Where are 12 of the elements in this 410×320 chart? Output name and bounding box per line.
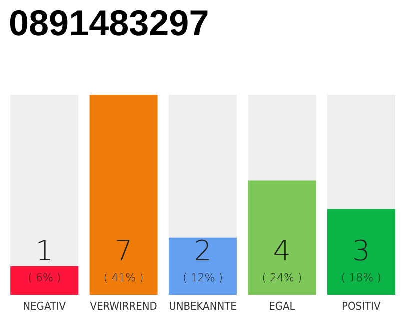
bar — [10, 266, 79, 295]
x-tick-label: NEGATIV — [23, 300, 66, 313]
x-tick-label: VERWIRREND — [90, 300, 158, 313]
data-label: 3 ( 18% ) — [341, 234, 382, 284]
x-tick-label: POSITIV — [342, 300, 381, 313]
data-label: 1 ( 6% ) — [28, 234, 62, 284]
data-label: 7 ( 41% ) — [104, 234, 144, 284]
chart-title: 0891483297 — [9, 2, 210, 44]
data-label: 4 ( 24% ) — [262, 234, 302, 284]
x-tick-label: EGAL — [269, 300, 296, 313]
data-label: 2 ( 12% ) — [182, 234, 224, 284]
x-tick-label: UNBEKANNTE — [169, 300, 237, 313]
